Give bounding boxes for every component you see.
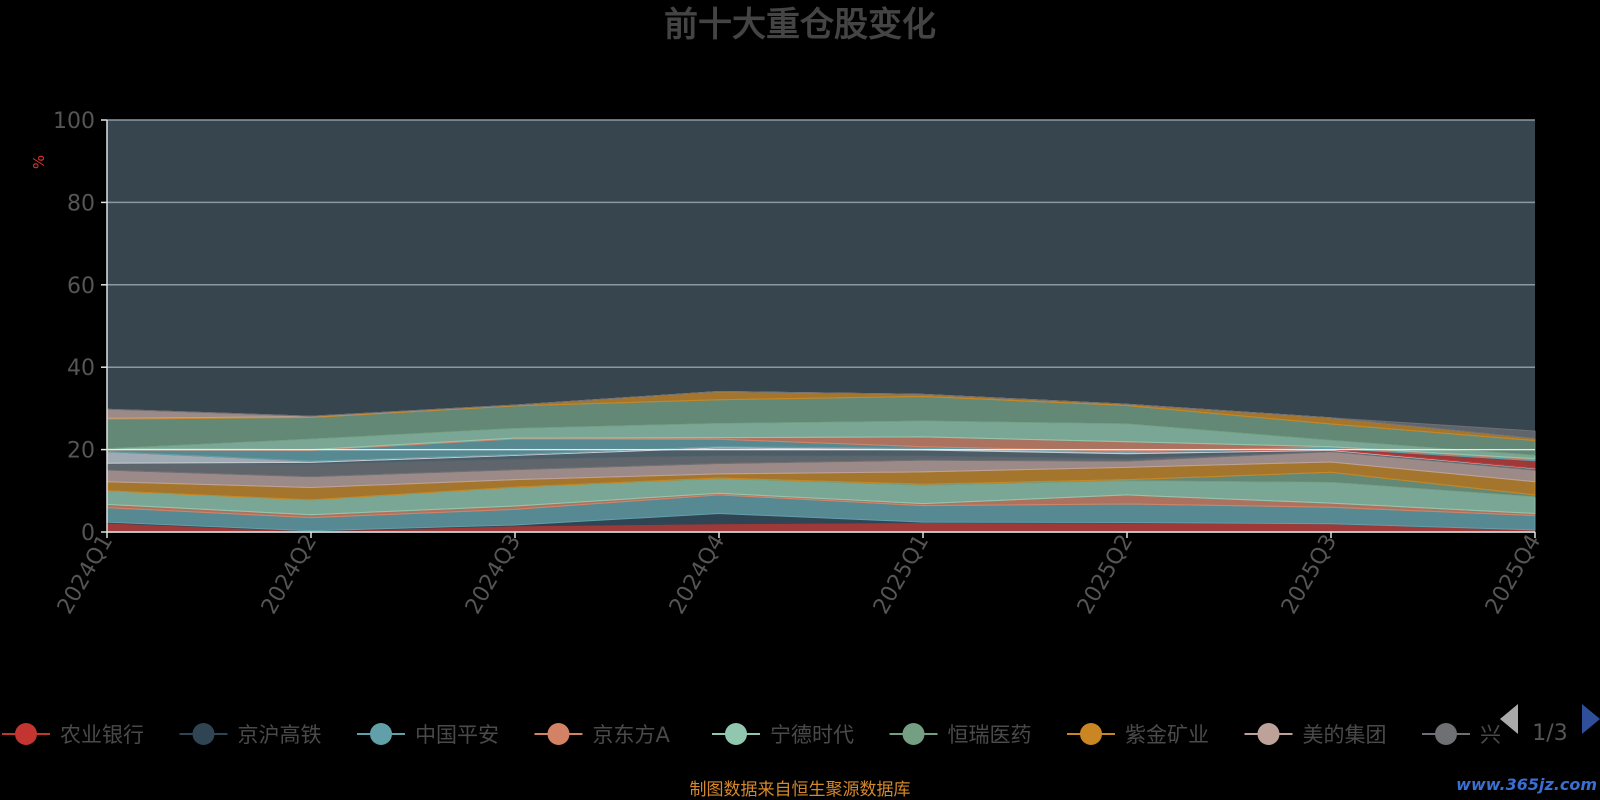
x-tick-label: 2024Q3 xyxy=(461,531,526,619)
legend-page-indicator: 1/3 xyxy=(1532,721,1567,746)
x-tick-label: 2025Q3 xyxy=(1277,531,1342,619)
legend-label: 宁德时代 xyxy=(770,723,854,747)
legend-label: 兴 xyxy=(1480,723,1501,747)
watermark: www.365jz.com xyxy=(1456,775,1597,794)
x-tick-label: 2025Q1 xyxy=(869,531,934,619)
legend-marker-icon xyxy=(902,723,925,745)
y-tick-label: 60 xyxy=(67,274,95,299)
legend-marker-icon xyxy=(547,723,570,745)
legend-item-truncated[interactable]: 兴 xyxy=(1422,723,1501,747)
legend-label: 京沪高铁 xyxy=(238,723,322,747)
legend-label: 美的集团 xyxy=(1303,723,1387,747)
legend-label: 京东方A xyxy=(593,723,671,747)
legend-item[interactable]: 中国平安 xyxy=(357,723,499,747)
legend-label: 恒瑞医药 xyxy=(948,723,1032,747)
stacked-areas xyxy=(106,391,1536,533)
legend-marker-icon xyxy=(725,723,747,745)
legend-item[interactable]: 紫金矿业 xyxy=(1067,723,1209,747)
legend-marker-icon xyxy=(370,723,392,745)
legend-marker-icon xyxy=(1257,723,1280,745)
chart-title: 前十大重仓股变化 xyxy=(664,5,936,45)
legend-pager: 1/3 xyxy=(1500,704,1600,746)
x-tick-label: 2024Q4 xyxy=(665,531,730,619)
legend-marker-icon xyxy=(192,723,215,745)
y-tick-label: 0 xyxy=(81,521,95,546)
area-series-18 xyxy=(106,391,1536,440)
legend-next-page-icon[interactable] xyxy=(1582,704,1600,734)
legend-item[interactable]: 宁德时代 xyxy=(712,723,854,747)
x-tick-label: 2025Q2 xyxy=(1073,531,1138,619)
y-tick-label: 20 xyxy=(67,439,95,464)
legend-marker-icon xyxy=(1080,723,1102,745)
legend-label: 农业银行 xyxy=(60,723,144,747)
source-note: 制图数据来自恒生聚源数据库 xyxy=(690,780,911,800)
y-tick-label: 80 xyxy=(67,191,95,216)
legend-marker-icon xyxy=(15,723,37,745)
legend-item[interactable]: 京沪高铁 xyxy=(179,723,322,747)
y-axis-unit-label: % xyxy=(30,155,48,169)
x-tick-label: 2025Q4 xyxy=(1481,531,1546,619)
legend-marker-icon xyxy=(1435,723,1457,745)
y-tick-label: 40 xyxy=(67,356,95,381)
legend-label: 中国平安 xyxy=(415,723,499,747)
legend-prev-page-icon[interactable] xyxy=(1500,704,1518,734)
legend-item[interactable]: 恒瑞医药 xyxy=(889,723,1032,747)
legend-item[interactable]: 京东方A xyxy=(534,723,671,747)
legend[interactable]: 农业银行 京沪高铁 中国平安 京东方A 宁德时代 恒瑞医药 紫金矿业 美的集团 兴 xyxy=(2,723,1501,747)
legend-label: 紫金矿业 xyxy=(1125,723,1209,747)
legend-item[interactable]: 美的集团 xyxy=(1244,723,1387,747)
legend-item[interactable]: 农业银行 xyxy=(2,723,144,747)
x-tick-label: 2024Q2 xyxy=(257,531,322,619)
y-tick-label: 100 xyxy=(53,109,95,134)
